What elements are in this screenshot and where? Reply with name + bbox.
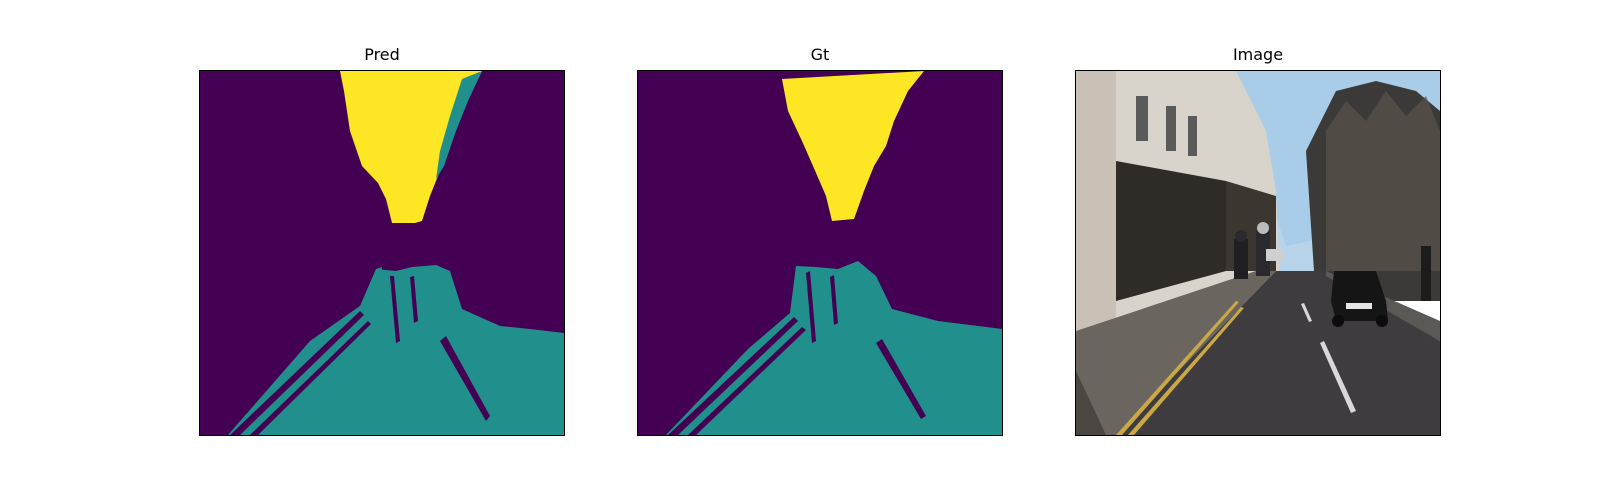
gt-sky-region	[782, 71, 924, 221]
street-photo	[1075, 70, 1441, 436]
gt-lane-line-left	[668, 317, 798, 435]
photo-trees-branches	[1326, 91, 1440, 271]
pred-pole-line-2	[410, 276, 418, 323]
pred-sky-edge	[436, 71, 482, 179]
pred-mask-image	[200, 71, 564, 435]
photo-cyclist-helmet	[1257, 222, 1269, 234]
photo-cyclist	[1234, 239, 1248, 279]
street-photo-image	[1076, 71, 1440, 435]
pred-lane-line-left	[230, 311, 364, 435]
photo-distant-car	[1266, 249, 1284, 261]
photo-window	[1166, 106, 1176, 151]
photo-car	[1331, 271, 1388, 321]
gt-lane-line-right	[876, 339, 926, 419]
photo-lane-dash	[1301, 303, 1312, 322]
gt-lane-line-left-2	[688, 327, 806, 435]
photo-yellow-line	[1116, 301, 1239, 435]
photo-yellow-line-2	[1128, 307, 1244, 435]
pred-lane-line-left-2	[250, 321, 371, 435]
photo-car-wheel	[1332, 315, 1344, 327]
gt-pole-line	[806, 271, 816, 343]
photo-shopfronts	[1116, 161, 1226, 301]
photo-building-left	[1076, 71, 1116, 356]
pred-pole-line	[390, 276, 400, 343]
pred-sky-region	[340, 71, 482, 223]
gt-pole-line-2	[830, 275, 838, 325]
photo-pedestrian	[1421, 246, 1431, 301]
photo-car-plate	[1346, 303, 1372, 309]
photo-window	[1136, 96, 1148, 141]
photo-lane-dash	[1320, 341, 1356, 413]
photo-cyclist-head	[1235, 230, 1247, 242]
photo-cyclist	[1256, 231, 1270, 276]
panel-title-gt: Gt	[810, 45, 830, 64]
pred-lane-line-right	[440, 336, 490, 421]
pred-road-fragment	[372, 267, 382, 316]
gt-road-region	[666, 261, 1002, 435]
gt-segmentation-map	[637, 70, 1003, 436]
photo-pavement	[1076, 271, 1276, 435]
photo-car-wheel	[1376, 315, 1388, 327]
panel-title-image: Image	[1232, 45, 1284, 64]
gt-mask-image	[638, 71, 1002, 435]
photo-kerb	[1076, 371, 1106, 435]
pred-road-region	[228, 265, 564, 435]
pred-segmentation-map	[199, 70, 565, 436]
photo-window	[1188, 116, 1197, 156]
panel-title-pred: Pred	[364, 45, 400, 64]
